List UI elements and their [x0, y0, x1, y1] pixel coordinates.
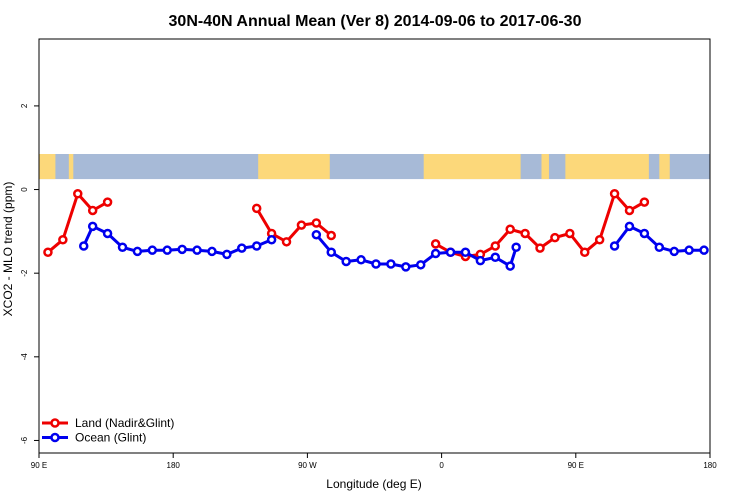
data-point: [624, 221, 635, 232]
x-tick-label: 180: [167, 461, 181, 470]
x-tick-label: 180: [703, 461, 717, 470]
data-point: [475, 255, 486, 266]
data-point: [87, 205, 98, 216]
map-land-band: [659, 154, 670, 180]
data-point: [237, 243, 247, 253]
map-land-band: [258, 154, 330, 180]
data-point: [520, 228, 530, 239]
data-point: [222, 249, 232, 260]
data-point: [550, 232, 560, 243]
data-point: [177, 244, 187, 255]
data-point: [579, 247, 590, 258]
map-land-band: [39, 154, 56, 180]
data-point: [43, 247, 53, 258]
legend: Land (Nadir&Glint)Ocean (Glint): [42, 416, 174, 445]
data-point: [207, 246, 217, 257]
data-point: [281, 237, 292, 247]
data-point: [192, 245, 202, 255]
legend-marker: [50, 418, 60, 428]
data-point: [490, 252, 501, 263]
data-point: [511, 242, 521, 253]
x-axis-label: Longitude (deg E): [326, 477, 421, 491]
y-tick-label: -6: [20, 436, 29, 444]
data-point: [565, 228, 575, 239]
data-point: [296, 220, 307, 230]
data-point: [415, 260, 426, 270]
map-land-band: [423, 154, 521, 180]
data-point: [594, 234, 605, 245]
x-tick-label: 90 E: [31, 461, 47, 470]
data-point: [460, 247, 471, 258]
data-point: [102, 228, 113, 239]
data-point: [699, 245, 709, 255]
data-point: [430, 248, 441, 259]
chart-title: 30N-40N Annual Mean (Ver 8) 2014-09-06 t…: [169, 13, 582, 30]
data-point: [430, 239, 441, 249]
data-point: [401, 262, 411, 272]
world-map-strip: [39, 154, 710, 180]
data-point: [356, 255, 366, 265]
data-point: [117, 242, 128, 253]
data-point: [639, 228, 650, 239]
x-tick-label: 90 E: [568, 461, 584, 470]
plot-frame: [38, 38, 711, 454]
data-point: [251, 241, 262, 251]
data-point: [326, 247, 337, 258]
data-point: [609, 241, 620, 251]
data-point: [341, 256, 351, 267]
legend-label: Ocean (Glint): [75, 431, 146, 445]
data-point: [609, 188, 620, 199]
data-point: [102, 197, 113, 207]
data-point: [73, 188, 83, 199]
data-point: [326, 230, 337, 241]
map-land-band: [68, 154, 74, 180]
data-point: [371, 259, 381, 269]
data-point: [266, 234, 277, 245]
legend-label: Land (Nadir&Glint): [75, 416, 174, 430]
data-point: [386, 259, 396, 269]
y-tick-label: 0: [20, 187, 29, 192]
series-group: [43, 188, 709, 272]
map-land-band: [565, 154, 649, 180]
x-tick-label: 0: [439, 461, 444, 470]
data-point: [535, 243, 545, 253]
y-tick-label: -4: [20, 353, 29, 361]
data-point: [639, 197, 650, 207]
data-point: [162, 245, 172, 255]
data-point: [87, 221, 98, 232]
data-point: [684, 245, 694, 255]
data-point: [654, 242, 665, 253]
data-point: [445, 247, 456, 258]
data-point: [311, 218, 322, 228]
data-point: [505, 224, 515, 235]
data-point: [311, 229, 322, 240]
data-point: [251, 203, 262, 214]
series-ocean: [78, 221, 709, 272]
x-tick-label: 90 W: [298, 461, 317, 470]
axes: 90 E 180 90 W 0 90 E 180 2 0 -2 -4 -6: [20, 103, 717, 470]
legend-marker: [50, 432, 60, 443]
data-point: [624, 205, 635, 216]
series-line: [46, 192, 109, 254]
data-point: [147, 245, 158, 255]
data-point: [58, 234, 68, 245]
y-tick-label: 2: [20, 103, 29, 108]
y-tick-label: -2: [20, 269, 29, 277]
data-point: [490, 241, 501, 251]
data-point: [78, 241, 89, 251]
data-point: [132, 246, 143, 257]
map-land-band: [541, 154, 549, 180]
data-point: [505, 261, 515, 271]
data-point: [669, 246, 679, 257]
y-axis-label: XCO2 - MLO trend (ppm): [1, 182, 15, 317]
